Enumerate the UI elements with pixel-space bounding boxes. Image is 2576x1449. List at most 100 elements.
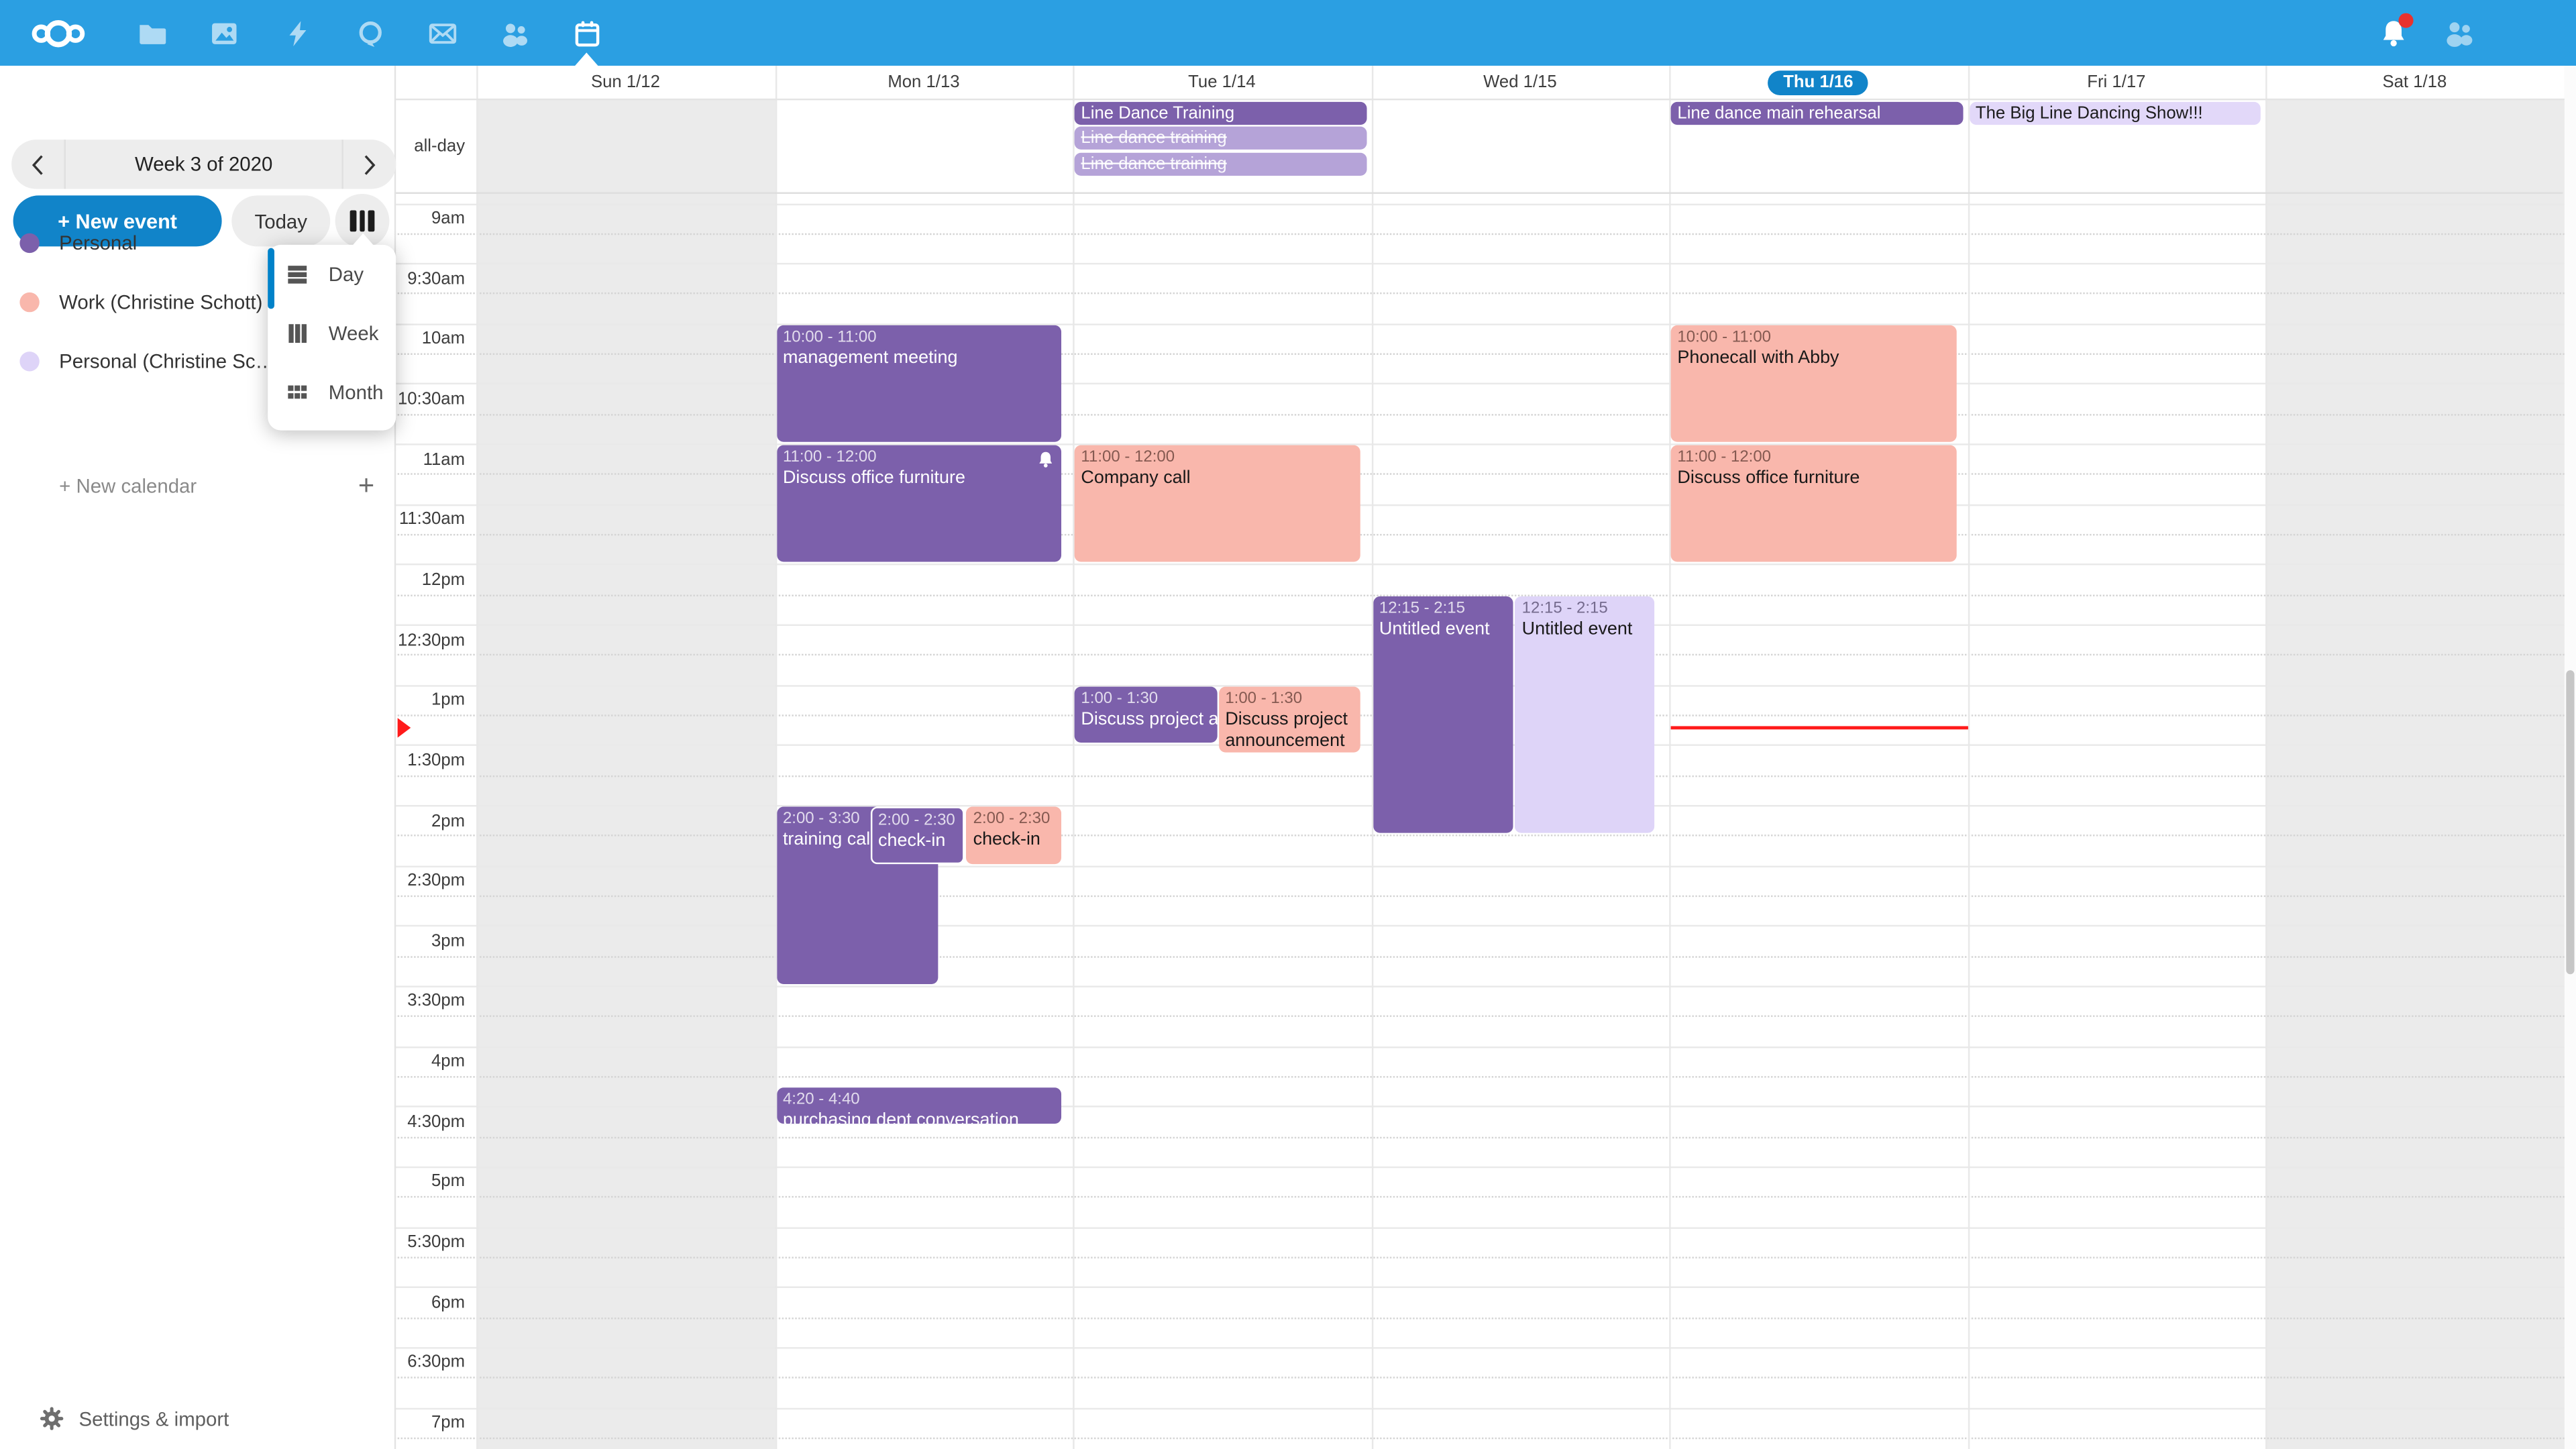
time-label: 3:30pm — [407, 991, 466, 1012]
event[interactable]: 11:00 - 12:00 Discuss office furniture — [776, 445, 1062, 563]
time-label: 6pm — [431, 1292, 466, 1312]
user-avatar[interactable] — [2504, 11, 2546, 54]
photos-icon[interactable] — [210, 19, 238, 48]
now-line — [1670, 727, 1968, 731]
divider — [341, 140, 343, 189]
notification-badge — [2398, 13, 2414, 28]
next-week-button[interactable] — [343, 140, 396, 189]
columns-icon — [350, 210, 356, 232]
activity-icon[interactable] — [284, 19, 313, 48]
day-header-mon[interactable]: Mon 1/13 — [888, 72, 960, 93]
files-icon[interactable] — [138, 19, 166, 48]
event[interactable]: 12:15 - 2:15 Untitled event — [1373, 596, 1513, 834]
grid-quarter-line — [394, 293, 2564, 295]
column-border — [774, 65, 777, 1449]
plus-icon[interactable]: + — [358, 470, 375, 501]
calendar-item-work[interactable]: Work (Christine Schott) — [0, 278, 394, 327]
event-time: 2:00 - 2:30 — [878, 811, 955, 830]
mail-icon[interactable] — [429, 19, 457, 48]
grid-quarter-line — [394, 1016, 2564, 1018]
allday-event[interactable]: Line dance training — [1074, 152, 1366, 175]
grid-quarter-line — [394, 835, 2564, 837]
event-title: check-in — [973, 829, 1040, 850]
grid-quarter-line — [394, 1437, 2564, 1439]
time-label: 11am — [423, 449, 466, 470]
time-label: 4pm — [431, 1051, 466, 1071]
grid-quarter-line — [394, 1256, 2564, 1258]
day-header-wed[interactable]: Wed 1/15 — [1483, 72, 1557, 93]
time-label: 1:30pm — [407, 750, 466, 771]
contacts-icon[interactable] — [501, 19, 529, 48]
today-button[interactable]: Today — [231, 195, 331, 247]
talk-icon[interactable] — [356, 19, 384, 48]
event[interactable]: 12:15 - 2:15 Untitled event — [1515, 596, 1656, 834]
day-header-thu[interactable]: Thu 1/16 — [1669, 66, 1967, 99]
event[interactable]: 2:00 - 2:30 check-in — [966, 806, 1062, 864]
event[interactable]: 11:00 - 12:00 Company call — [1074, 445, 1360, 563]
event[interactable]: 10:00 - 11:00 management meeting — [776, 325, 1062, 443]
allday-event[interactable]: Line dance main rehearsal — [1670, 101, 1963, 124]
menu-item-week[interactable]: Week — [268, 304, 396, 363]
today-pill: Thu 1/16 — [1768, 70, 1868, 96]
calendar-item-personal[interactable]: Personal — [0, 219, 394, 268]
grid-quarter-line — [394, 1196, 2564, 1198]
column-border — [1073, 65, 1075, 1449]
week-range-label[interactable]: Week 3 of 2020 — [135, 152, 273, 176]
event-title: Untitled event — [1379, 619, 1490, 639]
event[interactable]: 4:20 - 4:40 purchasing dept conversation — [776, 1087, 1062, 1125]
allday-event[interactable]: The Big Line Dancing Show!!! — [1969, 101, 2261, 124]
allday-event[interactable]: Line Dance Training — [1074, 101, 1366, 124]
grid-quarter-line — [394, 1316, 2564, 1319]
event-title: Discuss office furniture — [1677, 468, 1860, 488]
grid-quarter-line — [394, 955, 2564, 957]
now-arrow-icon — [397, 718, 411, 739]
event[interactable]: 2:00 - 2:30 check-in — [869, 806, 965, 864]
calendar-color-dot — [19, 292, 40, 313]
menu-item-day[interactable]: Day — [268, 245, 396, 304]
time-label: 12:30pm — [397, 630, 466, 650]
previous-week-button[interactable] — [11, 140, 64, 189]
event-title: Discuss project announcement — [1225, 709, 1348, 751]
day-header-sun[interactable]: Sun 1/12 — [590, 72, 660, 93]
chevron-left-icon — [32, 154, 43, 174]
allday-event[interactable]: Line dance training — [1074, 126, 1366, 150]
event-time: 12:15 - 2:15 — [1379, 599, 1465, 618]
day-header-tue[interactable]: Tue 1/14 — [1188, 72, 1256, 93]
settings-import-button[interactable]: Settings & import — [40, 1406, 229, 1431]
new-event-button[interactable]: + New event — [13, 195, 222, 247]
grid-halfhour-line — [394, 323, 2564, 325]
menu-item-month[interactable]: Month — [268, 363, 396, 422]
grid-halfhour-line — [394, 564, 2564, 566]
grid-quarter-line — [394, 594, 2564, 596]
grid-halfhour-line — [394, 443, 2564, 445]
event[interactable]: 10:00 - 11:00 Phonecall with Abby — [1670, 325, 1957, 443]
event[interactable]: 11:00 - 12:00 Discuss office furniture — [1670, 445, 1957, 563]
topbar — [0, 0, 2576, 66]
grid-quarter-line — [394, 233, 2564, 235]
grid-quarter-line — [394, 1075, 2564, 1078]
calendar-icon[interactable] — [574, 19, 602, 48]
time-label: 5:30pm — [407, 1232, 466, 1252]
day-header-fri[interactable]: Fri 1/17 — [2087, 72, 2146, 93]
grid-quarter-line — [394, 895, 2564, 898]
time-label: 2:30pm — [407, 871, 466, 891]
grid-halfhour-line — [394, 1407, 2564, 1409]
notifications-bell-icon[interactable] — [2379, 13, 2414, 48]
contacts-menu-icon[interactable] — [2445, 18, 2474, 48]
event-title: Discuss office furniture — [782, 468, 965, 488]
day-header-sat[interactable]: Sat 1/18 — [2382, 72, 2447, 93]
time-label: 10am — [421, 329, 466, 349]
time-label: 1pm — [431, 690, 466, 710]
grid-halfhour-line — [394, 1346, 2564, 1349]
popover-caret — [352, 233, 375, 247]
new-calendar-button[interactable]: + New calendar — [59, 474, 197, 498]
event-title: check-in — [878, 831, 946, 851]
header-border — [394, 98, 2576, 101]
grid-halfhour-line — [394, 504, 2564, 506]
scrollbar-thumb[interactable] — [2565, 670, 2575, 975]
view-switcher-button[interactable] — [335, 193, 390, 248]
nextcloud-logo[interactable] — [28, 18, 89, 50]
time-label: 11:30am — [398, 509, 466, 530]
